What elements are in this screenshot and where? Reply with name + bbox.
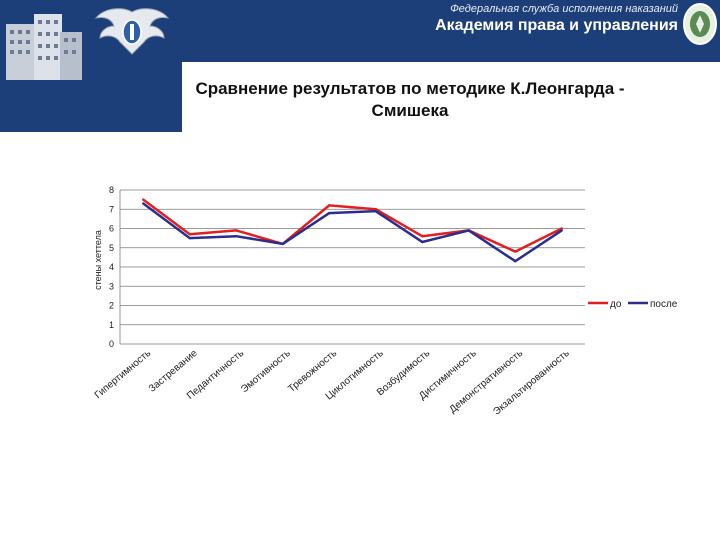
data-point xyxy=(560,229,563,232)
slide-title-line2: Смишека xyxy=(371,101,449,120)
x-tick-label: Гипертимность xyxy=(93,348,153,401)
data-point xyxy=(281,242,284,246)
organization-name-line1: Федеральная служба исполнения наказаний xyxy=(450,3,678,15)
data-point xyxy=(560,227,563,230)
data-point xyxy=(235,235,238,238)
x-axis-ticks: ГипертимностьЗастреваниеПедантичностьЭмо… xyxy=(93,347,572,418)
chart-series-lines xyxy=(142,198,563,263)
y-tick-label: 4 xyxy=(109,262,114,272)
y-tick-label: 8 xyxy=(109,185,114,195)
data-point xyxy=(188,233,191,236)
y-axis-ticks: 0 1 2 3 4 5 6 7 8 xyxy=(109,185,114,349)
slide-title-line1: Сравнение результатов по методике К.Леон… xyxy=(195,79,625,98)
data-point xyxy=(514,250,517,253)
chart-legend: до после xyxy=(588,299,678,310)
y-tick-label: 6 xyxy=(109,224,114,234)
header-photo-panel xyxy=(0,0,182,132)
x-tick-label: Эмотивность xyxy=(239,348,293,395)
y-tick-label: 3 xyxy=(109,281,114,291)
legend-label: после xyxy=(650,299,678,310)
y-tick-label: 0 xyxy=(109,339,114,349)
series-line-0 xyxy=(142,198,563,253)
data-point xyxy=(467,229,470,232)
y-tick-label: 5 xyxy=(109,243,114,253)
y-tick-label: 2 xyxy=(109,301,114,311)
data-point xyxy=(235,229,238,232)
data-point xyxy=(514,260,517,263)
data-point xyxy=(142,198,145,201)
y-tick-label: 7 xyxy=(109,204,114,214)
y-axis-label: стены хеттела xyxy=(93,230,103,290)
building-image xyxy=(6,14,82,80)
academy-seal-icon xyxy=(683,3,717,45)
legend-label: до xyxy=(610,299,622,310)
data-point xyxy=(421,235,424,238)
data-point xyxy=(421,240,424,244)
data-point xyxy=(374,209,377,213)
data-point xyxy=(188,236,191,240)
eagle-emblem-icon xyxy=(94,8,170,55)
slide-title: Сравнение результатов по методике К.Леон… xyxy=(150,78,670,122)
organization-name-line2: Академия права и управления xyxy=(435,17,678,34)
x-tick-label: Экзальтированность xyxy=(491,348,571,418)
data-point xyxy=(142,202,145,205)
y-tick-label: 1 xyxy=(109,320,114,330)
data-point xyxy=(328,211,331,215)
chart-grid xyxy=(119,189,585,345)
data-point xyxy=(374,208,377,211)
data-point xyxy=(328,204,331,207)
series-line-1 xyxy=(142,202,563,263)
